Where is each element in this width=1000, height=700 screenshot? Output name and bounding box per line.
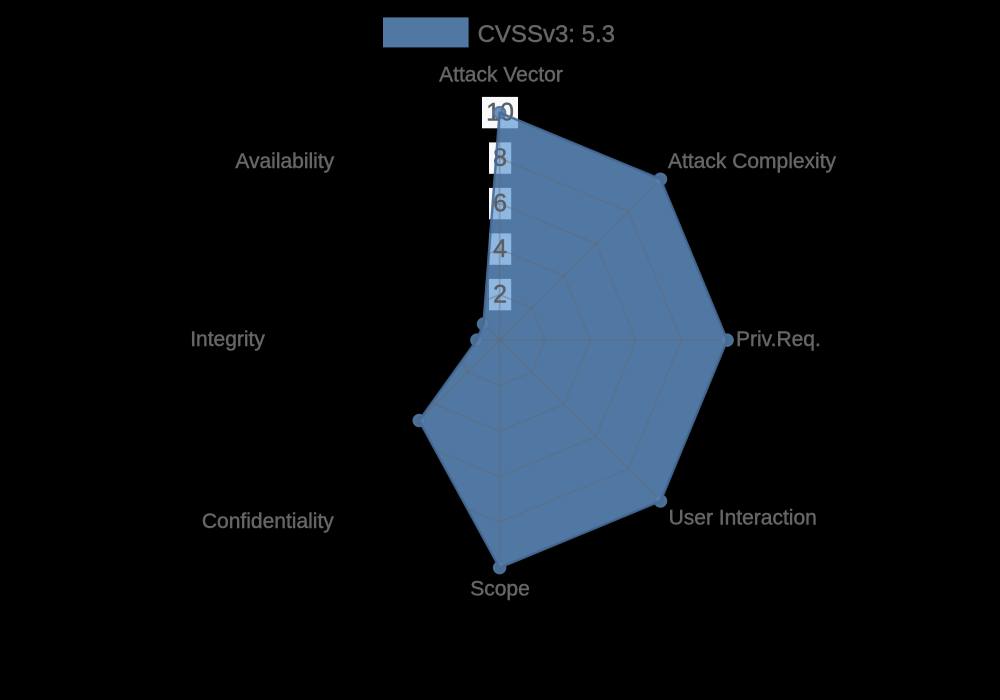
svg-text:4: 4 [493, 235, 507, 263]
svg-text:Integrity: Integrity [190, 328, 265, 351]
svg-text:CVSSv3: 5.3: CVSSv3: 5.3 [478, 21, 615, 48]
svg-text:2: 2 [493, 281, 507, 309]
svg-text:Attack Complexity: Attack Complexity [668, 150, 837, 173]
svg-text:6: 6 [493, 190, 507, 218]
svg-text:Scope: Scope [470, 577, 530, 600]
svg-text:Attack Vector: Attack Vector [439, 64, 563, 87]
svg-text:User Interaction: User Interaction [669, 507, 817, 530]
svg-text:Availability: Availability [235, 150, 334, 173]
svg-text:Priv.Req.: Priv.Req. [736, 328, 821, 351]
svg-text:Confidentiality: Confidentiality [202, 510, 334, 533]
